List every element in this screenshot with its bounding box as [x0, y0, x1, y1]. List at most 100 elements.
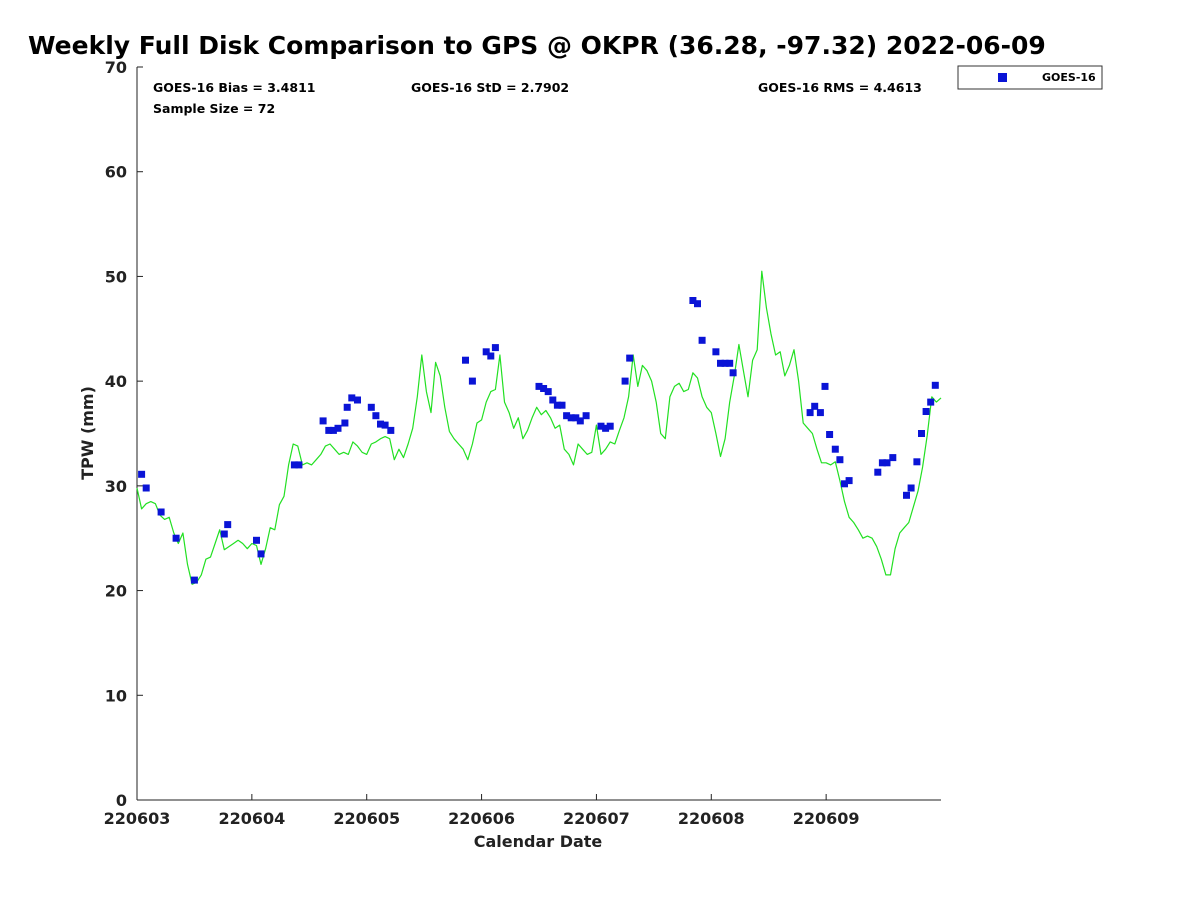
goes-point — [381, 421, 389, 429]
goes-point — [689, 297, 697, 304]
goes-point — [907, 484, 915, 492]
goes-point — [487, 352, 495, 360]
sample-size-stat: Sample Size = 72 — [153, 101, 275, 116]
goes-point — [377, 420, 384, 428]
chart-title: Weekly Full Disk Comparison to GPS @ OKP… — [28, 31, 1046, 60]
goes-point — [257, 550, 265, 558]
y-tick-label: 0 — [116, 791, 127, 810]
goes-point — [694, 300, 701, 308]
goes-point — [721, 359, 729, 367]
legend-marker — [998, 73, 1007, 82]
goes-point — [253, 536, 260, 544]
axes — [136, 67, 941, 801]
goes-point — [544, 388, 552, 396]
goes-point — [729, 369, 737, 377]
goes-point — [841, 480, 848, 488]
goes-point — [582, 412, 590, 420]
goes-point — [874, 468, 882, 476]
goes-point — [325, 426, 333, 434]
goes-point — [821, 382, 829, 390]
goes-point — [220, 530, 228, 538]
goes-point — [354, 396, 361, 404]
goes-point — [372, 412, 380, 420]
goes-point — [348, 394, 356, 402]
y-tick-label: 40 — [105, 372, 127, 391]
goes-point — [576, 417, 584, 425]
x-axis-label: Calendar Date — [474, 832, 603, 851]
goes-point — [597, 422, 605, 430]
goes-point — [290, 461, 298, 469]
gps-line — [136, 270, 942, 585]
goes-point — [491, 344, 499, 352]
goes-point — [329, 426, 337, 434]
y-tick-label: 30 — [105, 477, 127, 496]
goes-point — [462, 356, 469, 364]
goes-point — [931, 381, 939, 389]
y-tick-label: 10 — [105, 686, 127, 705]
goes-point — [535, 382, 543, 390]
goes-point — [540, 385, 548, 392]
x-tick-label: 220604 — [218, 809, 285, 828]
goes-point — [341, 419, 349, 427]
y-tick-label: 50 — [105, 267, 127, 286]
goes-point — [889, 454, 897, 462]
goes-point — [831, 445, 839, 453]
gps-series — [136, 270, 942, 585]
goes-point — [726, 359, 734, 367]
goes-point — [549, 396, 557, 404]
x-tick-label: 220605 — [333, 809, 400, 828]
goes-point — [190, 576, 198, 584]
y-ticks: 0 10 20 30 40 50 60 70 — [105, 58, 143, 810]
goes-point — [295, 461, 303, 469]
goes-point — [563, 412, 571, 420]
x-tick-label: 220603 — [104, 809, 171, 828]
goes-point — [836, 456, 844, 464]
y-axis-label: TPW (mm) — [78, 386, 97, 480]
legend-label: GOES-16 — [1042, 71, 1096, 84]
goes-series — [138, 297, 939, 584]
goes-point — [845, 477, 853, 485]
goes-point — [468, 377, 476, 385]
goes-point — [224, 521, 232, 529]
goes-point — [387, 426, 395, 434]
goes-point — [826, 431, 834, 438]
x-tick-label: 220606 — [448, 809, 515, 828]
legend: GOES-16 — [957, 65, 1103, 90]
goes-point — [157, 508, 165, 516]
goes-point — [142, 484, 150, 492]
bias-stat: GOES-16 Bias = 3.4811 — [153, 80, 315, 95]
goes-point — [343, 403, 351, 411]
legend-box — [957, 65, 1103, 90]
goes-point — [558, 401, 566, 409]
goes-point — [626, 354, 634, 362]
goes-point — [913, 458, 921, 466]
y-tick-label: 60 — [105, 163, 127, 182]
x-ticks: 220603 220604 220605 220606 220607 220608 2206… — [104, 794, 860, 828]
goes-point — [553, 401, 561, 409]
rms-stat: GOES-16 RMS = 4.4613 — [758, 80, 922, 95]
goes-point — [572, 414, 580, 422]
goes-point — [367, 403, 375, 411]
goes-point — [138, 470, 146, 478]
goes-point — [567, 414, 575, 422]
goes-point — [903, 491, 910, 499]
goes-point — [334, 424, 342, 432]
goes-point — [811, 402, 819, 410]
goes-point — [883, 459, 891, 467]
goes-point — [606, 422, 614, 430]
goes-point — [319, 417, 327, 425]
x-tick-label: 220608 — [678, 809, 745, 828]
y-tick-label: 20 — [105, 582, 127, 601]
goes-point — [878, 459, 886, 467]
goes-point — [698, 336, 706, 344]
x-tick-label: 220607 — [563, 809, 630, 828]
std-stat: GOES-16 StD = 2.7902 — [411, 80, 569, 95]
x-tick-label: 220609 — [793, 809, 860, 828]
goes-point — [717, 359, 724, 367]
goes-point — [172, 534, 180, 542]
goes-point — [927, 398, 935, 406]
goes-point — [816, 409, 824, 417]
goes-point — [621, 377, 629, 385]
goes-point — [922, 408, 930, 415]
